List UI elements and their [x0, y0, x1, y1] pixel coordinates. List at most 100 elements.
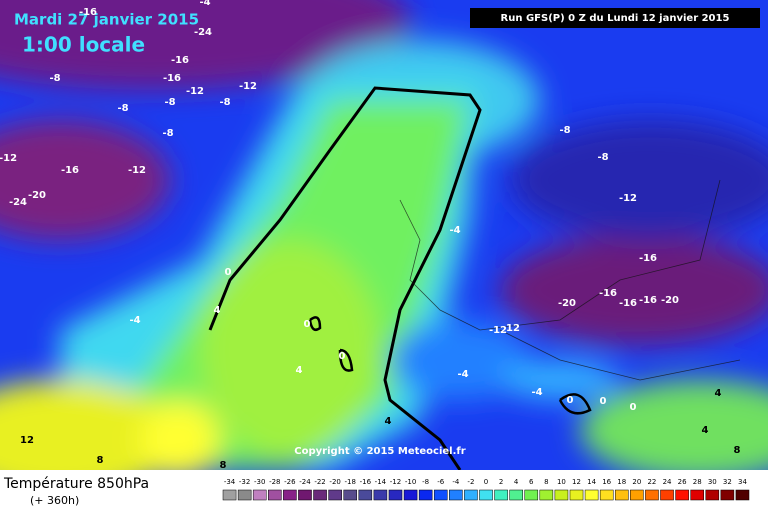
contour-label: 0 [630, 402, 637, 413]
contour-label: 12 [506, 323, 520, 334]
contour-label: -4 [199, 0, 210, 8]
contour-label: -20 [558, 298, 576, 309]
contour-label: -16 [619, 298, 637, 309]
contour-label: 4 [296, 365, 303, 376]
contour-label: 8 [97, 455, 104, 466]
legend-tick-label: 34 [738, 478, 747, 486]
temperature-field [0, 0, 768, 470]
contour-label: 0 [225, 267, 232, 278]
legend-swatch [373, 489, 388, 501]
legend-tick-label: 6 [529, 478, 534, 486]
legend-swatch [268, 489, 282, 501]
contour-label: 8 [220, 460, 227, 471]
legend-tick-label: 26 [678, 478, 687, 486]
time: 1:00 locale [22, 33, 145, 57]
legend-tick-label: 8 [544, 478, 548, 486]
contour-label: -12 [239, 81, 257, 92]
contour-label: -16 [79, 7, 97, 18]
legend-tick-label: -10 [405, 478, 416, 486]
contour-label: -16 [639, 295, 657, 306]
legend-tick-label: -30 [254, 478, 265, 486]
legend-tick-label: 2 [499, 478, 503, 486]
legend-tick-label: 4 [514, 478, 519, 486]
copyright: Copyright © 2015 Meteociel.fr [294, 446, 465, 457]
legend-swatch [298, 489, 312, 501]
legend-tick-label: 32 [723, 478, 732, 486]
legend-swatch [313, 489, 327, 501]
legend-tick-label: 20 [632, 478, 641, 486]
contour-label: 4 [385, 416, 392, 427]
legend-tick-label: -22 [314, 478, 325, 486]
contour-label: -4 [449, 225, 460, 236]
contour-label: -16 [61, 165, 79, 176]
legend-swatch [237, 489, 252, 501]
legend-swatch [569, 489, 584, 501]
legend-swatch [418, 489, 433, 501]
contour-label: -12 [619, 193, 637, 204]
contour-label: -12 [186, 86, 204, 97]
contour-label: -24 [194, 27, 212, 38]
contour-label: -20 [661, 295, 679, 306]
contour-label: 0 [339, 351, 346, 362]
legend-swatch [509, 489, 523, 501]
date: Mardi 27 janvier 2015 [14, 11, 199, 29]
legend-swatch [539, 489, 554, 501]
legend-tick-label: -6 [437, 478, 445, 486]
legend-swatch [705, 489, 720, 501]
legend-subtitle: (+ 360h) [30, 494, 79, 507]
legend-tick-label: 12 [572, 478, 581, 486]
contour-label: -4 [129, 315, 140, 326]
legend-swatch [614, 489, 629, 501]
contour-label: -16 [599, 288, 617, 299]
contour-label: 4 [715, 388, 722, 399]
legend-swatch [343, 489, 358, 501]
legend-swatch [735, 489, 750, 501]
legend-swatch [252, 489, 267, 501]
legend-swatch [690, 489, 704, 501]
contour-label: -8 [162, 128, 173, 139]
contour-label: -20 [28, 190, 46, 201]
legend-swatch [630, 489, 644, 501]
run-box [470, 8, 760, 28]
contour-label: 12 [20, 435, 34, 446]
legend-tick-label: -26 [284, 478, 296, 486]
legend-swatch [660, 489, 674, 501]
contour-label: -12 [489, 325, 507, 336]
contour-label: 4 [702, 425, 709, 436]
contour-label: 8 [734, 445, 741, 456]
legend-swatch [433, 489, 448, 501]
legend-tick-label: 30 [708, 478, 717, 486]
legend-swatch [283, 489, 297, 501]
legend-tick-label: -4 [452, 478, 460, 486]
legend-tick-label: -2 [467, 478, 474, 486]
legend-tick-label: 16 [602, 478, 611, 486]
legend-title: Température 850hPa [3, 476, 149, 492]
legend-tick-label: -20 [329, 478, 340, 486]
legend-swatch [403, 489, 418, 501]
legend-swatch [599, 489, 614, 501]
legend-tick-label: -28 [269, 478, 280, 486]
contour-label: -12 [128, 165, 146, 176]
contour-label: -16 [639, 253, 657, 264]
legend-tick-label: 14 [587, 478, 596, 486]
legend-tick-label: 18 [617, 478, 626, 486]
legend-swatch [645, 489, 659, 501]
legend-tick-label: -14 [375, 478, 387, 486]
legend-swatch [464, 489, 478, 501]
legend-tick-label: -24 [299, 478, 311, 486]
legend-swatch [222, 489, 237, 501]
contour-label: -8 [597, 152, 608, 163]
legend-swatch [358, 489, 373, 501]
contour-label: 0 [304, 319, 311, 330]
legend-swatch [675, 489, 689, 501]
legend-tick-label: -18 [345, 478, 356, 486]
legend-tick-label: 22 [647, 478, 656, 486]
legend-swatch [479, 489, 493, 501]
legend-swatch [524, 489, 539, 501]
legend-tick-label: -8 [422, 478, 429, 486]
contour-label: -8 [164, 97, 175, 108]
legend-swatch [449, 489, 463, 501]
legend-tick-label: 0 [484, 478, 488, 486]
contour-label: 0 [567, 395, 574, 406]
legend-tick-label: -16 [360, 478, 372, 486]
